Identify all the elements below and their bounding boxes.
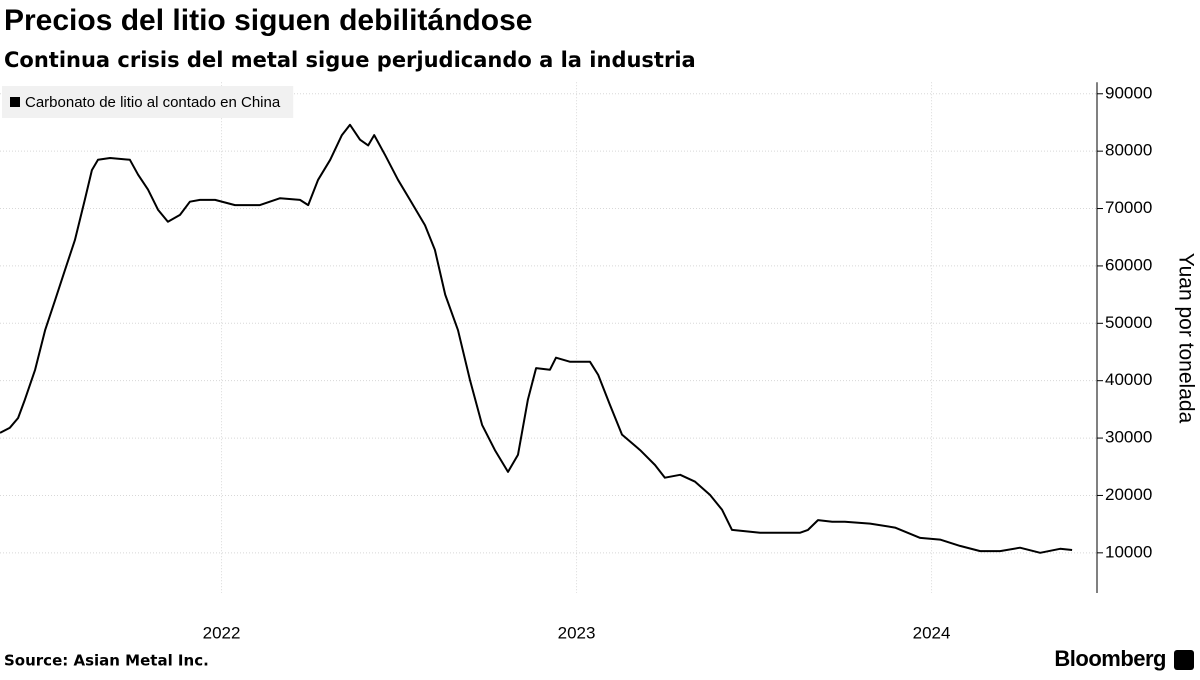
y-tick-label: 50000 (1105, 313, 1152, 332)
y-axis-label: Yuan por tonelada (1174, 253, 1197, 424)
legend-swatch (10, 97, 20, 107)
x-tick-label: 2023 (558, 623, 596, 642)
y-tick-label: 30000 (1105, 428, 1152, 447)
y-tick-label: 60000 (1105, 255, 1152, 274)
x-tick-label: 2024 (913, 623, 951, 642)
y-tick-label: 70000 (1105, 198, 1152, 217)
source: Source: Asian Metal Inc. (4, 652, 209, 670)
brand: Bloomberg (1054, 646, 1166, 671)
y-tick-label: 10000 (1105, 542, 1152, 561)
y-tick-label: 80000 (1105, 141, 1152, 160)
y-tick-label: 20000 (1105, 485, 1152, 504)
chart-title: Precios del litio siguen debilitándose (4, 4, 532, 37)
y-tick-label: 90000 (1105, 83, 1152, 102)
brand-icon (1174, 650, 1194, 670)
legend: Carbonato de litio al contado en China (2, 86, 294, 118)
legend-label: Carbonato de litio al contado en China (25, 94, 281, 111)
x-tick-label: 2022 (203, 623, 241, 642)
chart-subtitle: Continua crisis del metal sigue perjudic… (4, 48, 696, 72)
legend-background (2, 86, 294, 118)
line (0, 123, 1073, 554)
y-tick-label: 40000 (1105, 370, 1152, 389)
